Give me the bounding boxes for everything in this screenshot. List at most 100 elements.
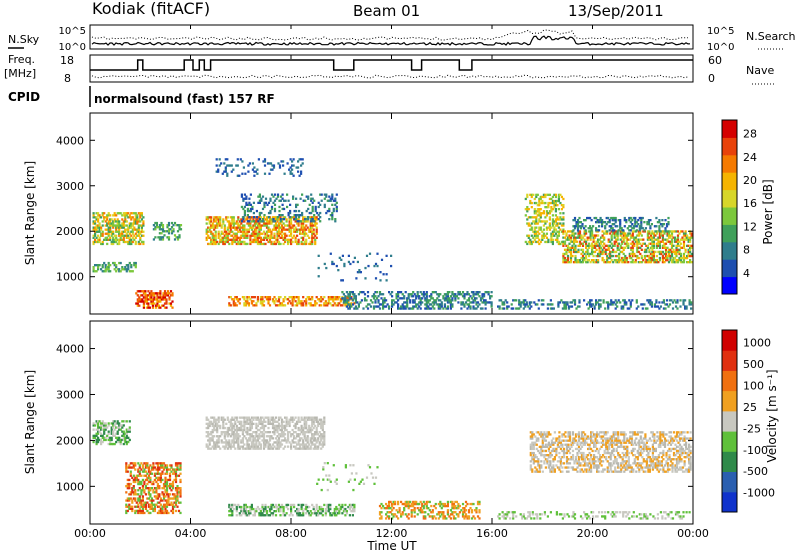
- velocity-ylabel: Slant Range [km]: [23, 370, 37, 474]
- power-panel: 4000 3000 2000 1000 Slant Range [km] 28 24 20…: [23, 112, 775, 315]
- velocity-cbar-swatch-4: [722, 410, 737, 432]
- power-cbar-swatch-1: [722, 259, 737, 278]
- nave-series: [91, 74, 689, 79]
- freq-tick-low: 8: [64, 72, 71, 85]
- power-cbar-swatch-2: [722, 241, 737, 260]
- power-cbar-tick-6: 4: [743, 267, 750, 280]
- velocity-cbar-tick-5: -100: [743, 444, 768, 457]
- power-cbar-tick-5: 8: [743, 244, 750, 257]
- power-cbar-swatch-9: [722, 120, 737, 138]
- velocity-patch-2: [205, 416, 326, 450]
- velocity-patch-4: [378, 500, 481, 520]
- power-patch-8: [341, 291, 493, 310]
- velocity-cbar-swatch-1: [722, 471, 737, 493]
- power-patch-0: [92, 212, 145, 246]
- power-patch-12: [572, 216, 670, 232]
- nsky-label: N.Sky: [8, 33, 40, 46]
- noise-tick-low-right: 10^0: [707, 42, 734, 53]
- freq-panel: Freq. [MHz] 18 8 60 0 Nave: [4, 53, 776, 85]
- velocity-cbar-tick-4: -25: [743, 422, 761, 435]
- velocity-cbar-swatch-5: [722, 390, 737, 412]
- power-ytick-2: 2000: [56, 225, 84, 238]
- power-ytick-0: 4000: [56, 134, 84, 147]
- time-tick-3: 12:00: [376, 527, 408, 540]
- nsearch-series: [91, 29, 689, 41]
- date-title: 13/Sep/2011: [568, 2, 664, 20]
- velocity-patch-6: [497, 511, 691, 520]
- velocity-cbar-swatch-3: [722, 431, 737, 452]
- velocity-cbar-label: Velocity [m s⁻¹]: [765, 369, 779, 462]
- nave-tick-low: 0: [708, 72, 715, 85]
- noise-tick-high-right: 10^5: [707, 26, 734, 37]
- velocity-cbar-tick-2: 100: [743, 380, 764, 393]
- power-cbar-tick-2: 20: [743, 174, 757, 187]
- frequency-series: [90, 59, 693, 71]
- time-axis: 00:00 04:00 08:00 12:00 16:00 20:00 00:00: [74, 25, 709, 540]
- power-cbar-swatch-4: [722, 207, 737, 225]
- nsearch-label: N.Search: [746, 30, 796, 43]
- velocity-cbar-tick-7: -1000: [743, 487, 775, 500]
- power-cbar-label: Power [dB]: [761, 179, 775, 244]
- power-ytick-1: 3000: [56, 180, 84, 193]
- time-axis-label: Time UT: [366, 539, 417, 553]
- velocity-patch-1: [125, 462, 182, 515]
- power-cbar-swatch-8: [722, 137, 737, 156]
- time-tick-2: 08:00: [275, 527, 307, 540]
- power-patch-2: [135, 290, 174, 309]
- velocity-cbar-swatch-8: [722, 330, 737, 351]
- velocity-cbar-tick-6: -500: [743, 465, 768, 478]
- power-patch-13: [317, 252, 393, 282]
- nave-label: Nave: [746, 64, 774, 77]
- cpid-value: normalsound (fast) 157 RF: [94, 92, 275, 106]
- time-tick-5: 20:00: [577, 527, 609, 540]
- time-tick-6: 00:00: [677, 527, 709, 540]
- power-cbar-tick-0: 28: [743, 128, 757, 141]
- velocity-patch-5: [529, 431, 692, 473]
- noise-tick-high-left: 10^5: [59, 26, 86, 37]
- power-cbar-tick-3: 16: [743, 197, 757, 210]
- velocity-cbar-tick-0: 1000: [743, 337, 771, 350]
- power-patch-6: [215, 158, 304, 177]
- velocity-patch-0: [92, 420, 131, 446]
- velocity-ytick-1: 3000: [56, 388, 84, 401]
- time-tick-1: 04:00: [175, 527, 207, 540]
- power-patch-11: [562, 230, 693, 264]
- power-cbar-swatch-6: [722, 172, 737, 191]
- time-tick-4: 16:00: [476, 527, 508, 540]
- power-patch-5: [240, 193, 338, 223]
- velocity-ytick-2: 2000: [56, 434, 84, 447]
- power-cbar-swatch-0: [722, 276, 737, 295]
- power-patch-10: [524, 193, 565, 246]
- velocity-panel: 4000 3000 2000 1000 Slant Range [km] 1000 50…: [23, 320, 779, 525]
- noise-tick-low-left: 10^0: [59, 42, 86, 53]
- nsky-series: [91, 35, 691, 46]
- beam-title: Beam 01: [353, 2, 420, 20]
- time-tick-0: 00:00: [74, 527, 106, 540]
- velocity-cbar-swatch-2: [722, 451, 737, 472]
- cpid-label: CPID: [8, 90, 40, 104]
- freq-unit-label: [MHz]: [4, 67, 36, 80]
- freq-label: Freq.: [8, 53, 35, 66]
- velocity-patch-3: [228, 503, 356, 517]
- power-patch-9: [497, 299, 693, 310]
- velocity-cbar-tick-3: 25: [743, 401, 757, 414]
- velocity-cbar-tick-1: 500: [743, 358, 764, 371]
- power-cbar-tick-4: 12: [743, 220, 757, 233]
- power-ylabel: Slant Range [km]: [23, 161, 37, 265]
- power-ytick-3: 1000: [56, 271, 84, 284]
- cpid-row: CPID normalsound (fast) 157 RF: [8, 86, 275, 107]
- velocity-cbar-swatch-0: [722, 491, 737, 513]
- noise-panel: N.Sky 10^5 10^0 10^5 10^0 N.Search: [8, 24, 796, 53]
- power-cbar-tick-1: 24: [743, 151, 757, 164]
- nave-tick-high: 60: [708, 54, 722, 67]
- velocity-ytick-3: 1000: [56, 480, 84, 493]
- power-cbar-swatch-5: [722, 189, 737, 208]
- power-patch-3: [152, 221, 183, 241]
- velocity-patch-7: [316, 462, 379, 492]
- velocity-cbar-swatch-6: [722, 370, 737, 392]
- power-patch-1: [92, 261, 137, 273]
- power-patch-7: [228, 296, 356, 307]
- power-cbar-swatch-7: [722, 154, 737, 173]
- velocity-ytick-0: 4000: [56, 343, 84, 356]
